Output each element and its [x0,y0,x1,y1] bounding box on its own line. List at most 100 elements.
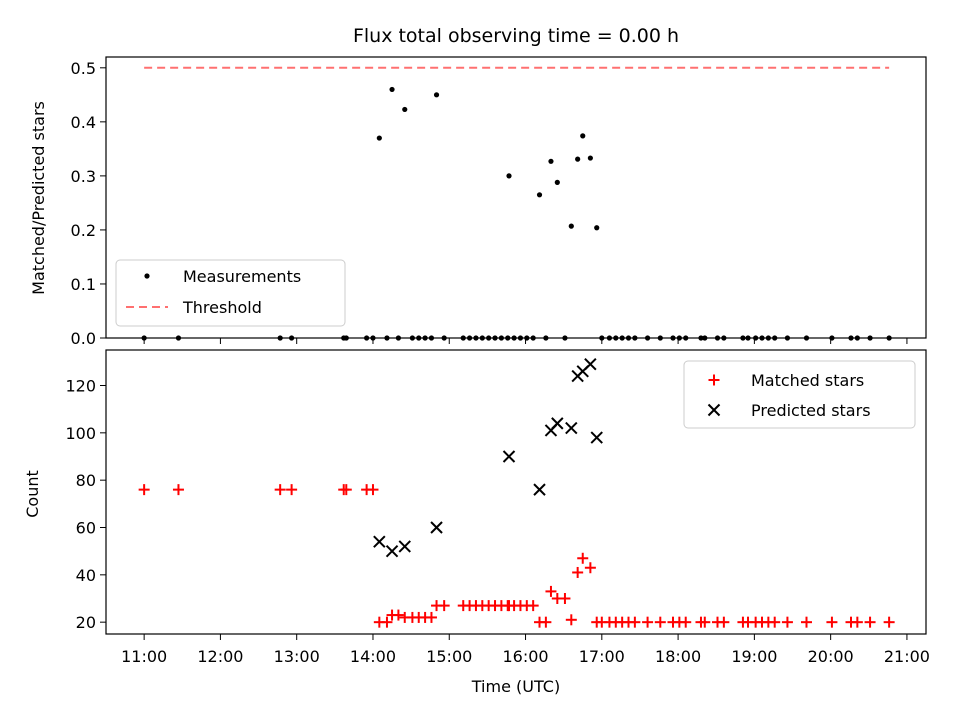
matched-star-point [381,616,393,628]
matched-star-point [864,616,876,628]
measurement-point [714,335,721,341]
measurement-point [466,335,473,341]
measurement-point [606,335,613,341]
measurement-point [683,335,689,341]
top-chart-legend: Measurements Threshold [115,259,346,327]
measurement-point [536,192,543,198]
measurement-point [886,335,892,341]
top-chart-title: Flux total observing time = 0.00 h [353,25,679,47]
measurement-point [599,335,605,341]
measurement-point [141,335,147,341]
measurement-point [376,135,382,141]
matched-star-point [438,600,450,612]
bottom-chart-ytick-label: 20 [76,613,96,632]
legend-threshold-label: Threshold [182,298,262,317]
bottom-chart-ylabel: Count [23,470,42,518]
measurement-point [759,335,765,341]
matched-star-point [425,611,437,623]
matched-star-point [540,616,552,628]
predicted-star-point-b [502,450,516,463]
bottom-chart-frame [105,349,927,635]
measurement-point [644,335,651,341]
measurement-point [702,335,708,341]
bottom-chart-ytick-label: 60 [76,519,96,538]
bottom-chart-xtick-label: 11:00 [121,647,167,666]
top-legend-box [115,259,346,327]
measurement-point [619,335,625,341]
matched-star-point [680,616,692,628]
matched-star-point [559,593,571,604]
matched-star-point [527,600,539,612]
bottom-chart-xtick-label: 15:00 [426,647,472,666]
matched-star-point [699,616,711,628]
measurement-point [562,335,568,341]
measurement-point [530,335,536,341]
legend-matched-marker [708,374,720,386]
measurement-point [854,335,860,341]
bottom-chart-xtick-label: 13:00 [274,647,320,666]
x-axis-label: Time (UTC) [471,677,560,696]
measurement-point [498,335,504,341]
measurement-point [524,335,530,341]
bottom-chart-xtick-label: 16:00 [502,647,548,666]
matched-star-point [826,616,838,628]
predicted-star-point [398,540,411,553]
predicted-star-point-b [398,540,411,553]
legend-measurements-label: Measurements [183,267,301,286]
predicted-star-point-b [584,357,597,371]
measurement-point [676,335,682,341]
measurement-point [343,335,349,341]
bottom-chart-xtick-label: 21:00 [884,647,930,666]
top-chart-ytick-label: 0.1 [71,275,96,294]
measurement-point [473,335,479,341]
measurement-point [395,335,402,341]
predicted-star-point-b [533,483,546,496]
measurement-point [740,335,746,341]
measurement-point [479,335,485,341]
bottom-chart-ytick-label: 40 [76,566,96,585]
predicted-star-point-b [430,521,443,534]
legend-matched-label: Matched stars [751,371,864,390]
predicted-star-point [551,417,564,430]
bottom-chart-xtick-label: 19:00 [731,647,777,666]
bottom-chart-xtick-label: 20:00 [808,647,854,666]
predicted-star-point [584,357,597,371]
legend-predicted-marker-b [707,403,721,417]
legend-measurements-marker [144,273,150,279]
matched-star-point [642,616,654,628]
matched-star-point [392,609,404,621]
predicted-star-point [385,544,399,558]
measurement-point [277,335,283,341]
predicted-star-point [430,521,443,534]
measurement-point [548,158,554,164]
measurement-point [554,179,560,185]
measurement-point [613,335,619,341]
top-chart-ytick-label: 0.2 [71,221,96,240]
top-chart-ytick-label: 0.4 [71,113,96,132]
matched-star-point [545,585,557,597]
measurement-point [848,335,854,341]
matched-star-point [367,484,379,496]
measurement-point [384,335,390,341]
measurement-point [433,92,440,98]
matched-star-point [274,484,286,496]
measurement-point [698,335,704,341]
top-chart-ytick-label: 0.5 [71,59,96,78]
predicted-star-point [373,535,386,548]
measurement-point [568,223,574,229]
measurement-point [594,225,600,231]
matched-star-point [172,484,184,496]
matched-star-point [286,484,298,496]
matched-star-point [718,616,730,628]
measurement-point [753,335,759,341]
measurement-point [416,335,422,341]
predicted-star-point-b [385,544,399,558]
measurement-point [632,335,638,341]
measurement-point [289,335,295,341]
measurement-point [370,335,376,341]
matched-star-point [654,616,666,628]
matched-star-point [800,616,812,628]
bottom-chart-xtick-label: 18:00 [655,647,701,666]
measurement-point [486,335,492,341]
